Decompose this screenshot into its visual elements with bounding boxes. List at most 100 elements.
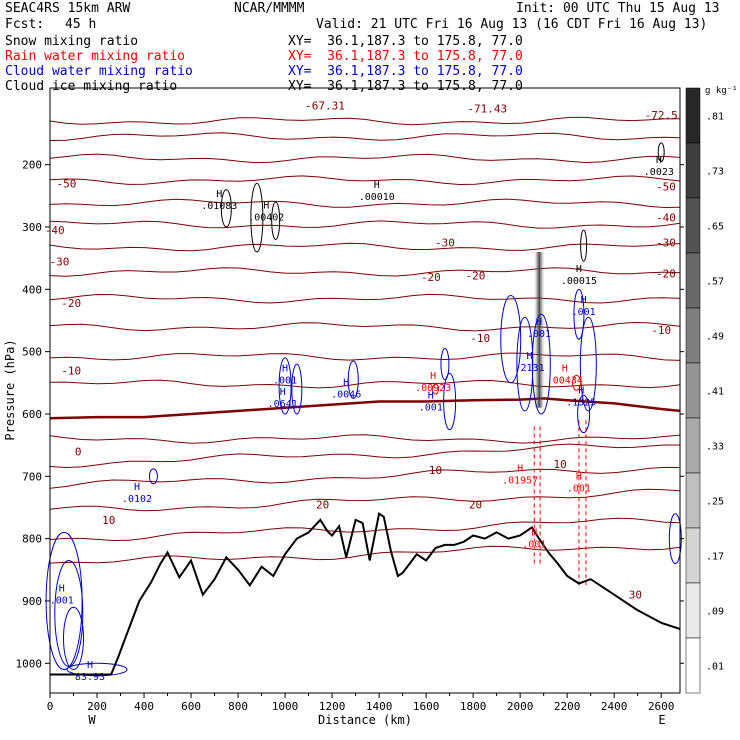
colorbar-swatch [685, 637, 701, 694]
isotherm-line [49, 466, 681, 489]
maximum-marker: H [216, 189, 222, 200]
isotherm-line [49, 443, 680, 469]
maximum-marker: H [531, 528, 537, 539]
maxima-labels: H.01083 H.00402H.00010H.0023H.00015H.001H… [50, 155, 674, 683]
y-tick-label: 900 [22, 595, 42, 608]
isotherm-label: -30 [656, 237, 676, 250]
isotherm-label: -30 [49, 255, 69, 268]
maximum-marker: H [428, 391, 434, 402]
y-tick-label: 400 [22, 283, 42, 296]
colorbar-swatch [685, 252, 701, 309]
isotherm-label: -20 [61, 297, 81, 310]
mixing-ratio-contour [440, 348, 450, 381]
mixing-ratio-contour [580, 229, 588, 262]
mixing-ratio-contour [63, 606, 85, 671]
colorbar-label: .25 [706, 497, 724, 508]
isotherm-label: -50 [656, 180, 676, 193]
terrain-line [50, 512, 681, 676]
model-title: SEAC4RS 15km ARW [5, 1, 131, 16]
isotherm-label: -10 [651, 324, 671, 337]
isotherm-label: -50 [57, 177, 77, 190]
mixing-ratio-contour [432, 383, 440, 395]
maximum-value: .001 [572, 307, 596, 318]
maximum-value: 83.93 [75, 672, 105, 683]
maximum-value: .00010 [359, 192, 395, 203]
maximum-marker: H [576, 472, 582, 483]
colorbar-swatch [685, 142, 701, 199]
x-axis-label: Distance (km) [318, 713, 412, 727]
maximum-value: .1325 [566, 398, 596, 409]
maximum-marker: H [578, 386, 584, 397]
isotherm-label: 0 [75, 445, 82, 458]
colorbar-swatch [685, 582, 701, 639]
mixing-ratio-contour [291, 363, 303, 415]
mixing-ratio-contour [54, 559, 84, 667]
isotherm-line [49, 132, 681, 141]
field-xy-cloud-ice: XY= 36.1,187.3 to 175.8, 77.0 [288, 79, 523, 94]
mixing-ratio-contour [148, 468, 158, 485]
x-tick-label: 200 [87, 700, 107, 713]
mixing-ratio-contour [250, 182, 264, 253]
maximum-value: .00015 [561, 276, 597, 287]
colorbar-label: .41 [706, 387, 724, 398]
x-tick-label: 1200 [319, 700, 346, 713]
field-name-cloud-ice: Cloud ice mixing ratio [5, 79, 178, 94]
field-name-snow: Snow mixing ratio [5, 34, 139, 49]
fcst-label: Fcst: [5, 17, 45, 32]
x-end-label-east: E [658, 713, 665, 727]
maximum-marker: H [562, 364, 568, 375]
isotherm-line [49, 545, 681, 564]
y-axis-label: Pressure (hPa) [3, 339, 17, 440]
maximum-value: .0641 [268, 399, 298, 410]
y-tick-label: 1000 [16, 657, 43, 670]
isotherm-label: -10 [61, 364, 81, 377]
org-label: NCAR/MMMM [234, 1, 305, 16]
isotherm-label: 20 [316, 498, 329, 511]
isotherm-line [49, 267, 681, 277]
zero-isotherm [49, 397, 681, 420]
x-tick-label: 600 [181, 700, 201, 713]
mixing-ratio-contour [531, 313, 551, 415]
maximum-marker: H [527, 351, 533, 362]
isotherm-label: 10 [102, 514, 115, 527]
maximum-value: .001 [273, 376, 297, 387]
mixing-ratio-contour [573, 288, 585, 340]
isotherm-label: -20 [466, 270, 486, 283]
isotherm-label: -20 [656, 268, 676, 281]
colorbar-label: .33 [706, 442, 724, 453]
x-axis: 0 200 400 600 800 1000 1200 1400 1600 1800 2000 220… [47, 693, 674, 713]
x-tick-label: 2200 [554, 700, 581, 713]
maximum-value: .0023 [644, 167, 674, 178]
maximum-marker: H [581, 295, 587, 306]
colorbar-swatch [685, 417, 701, 474]
maximum-value: .001 [50, 596, 74, 607]
maximum-value: .01957 [502, 475, 538, 486]
colorbar-label: .09 [706, 607, 724, 618]
mixing-ratio-contour [579, 316, 597, 412]
isotherm-line [49, 242, 681, 252]
colorbar-unit: g kg⁻¹ [705, 86, 738, 96]
colorbar-swatch [685, 362, 701, 419]
y-tick-label: 300 [22, 221, 42, 234]
isotherm-line [49, 220, 681, 229]
isotherm-line [49, 488, 681, 512]
mixing-ratio-contour [572, 374, 582, 391]
x-tick-label: 1800 [460, 700, 487, 713]
snow-plume-shading [534, 251, 545, 408]
colorbar-label: .73 [706, 167, 724, 178]
colorbar-swatch [685, 87, 701, 144]
colorbar-label: .49 [706, 332, 724, 343]
isotherm-label: 10 [553, 458, 566, 471]
maximum-value: .00402 [248, 212, 284, 223]
x-end-label-west: W [88, 713, 96, 727]
isotherm-line [49, 434, 681, 444]
maximum-marker: H [280, 387, 286, 398]
x-tick-label: 400 [134, 700, 154, 713]
x-tick-label: 2400 [601, 700, 628, 713]
y-tick-label: 700 [22, 470, 42, 483]
y-tick-label: 800 [22, 533, 42, 546]
colorbar-swatch [685, 307, 701, 364]
freezing-level-line [49, 397, 681, 420]
